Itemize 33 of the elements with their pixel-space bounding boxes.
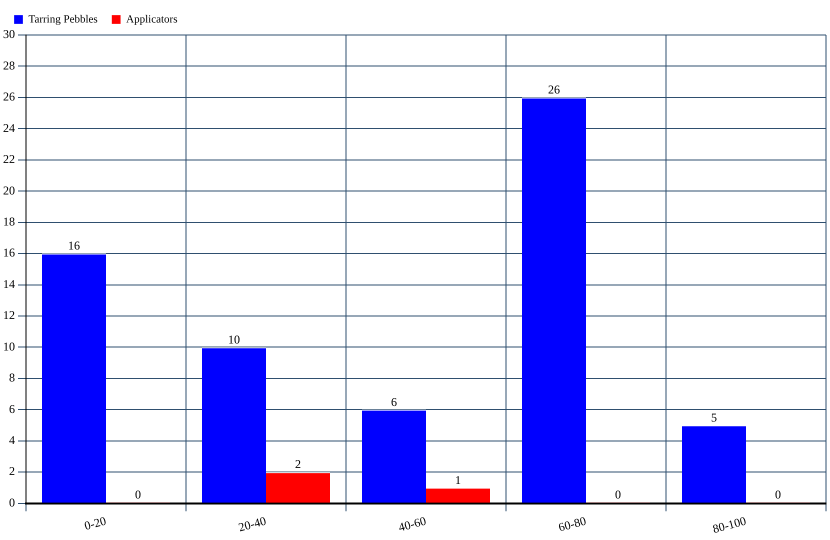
y-tick-label: 0 <box>9 495 15 510</box>
y-tick-label: 30 <box>3 27 15 42</box>
data-label: 10 <box>228 332 240 346</box>
x-tick-label: 60-80 <box>556 514 588 534</box>
data-label: 6 <box>391 394 397 409</box>
data-label: 16 <box>68 238 80 253</box>
y-tick-label: 12 <box>3 308 15 322</box>
y-tick-label: 22 <box>3 152 15 166</box>
y-tick-label: 4 <box>9 433 15 448</box>
data-label: 0 <box>775 487 781 502</box>
data-label: 0 <box>135 487 141 502</box>
y-tick-label: 18 <box>3 214 15 228</box>
legend-label: Tarring Pebbles <box>28 13 98 26</box>
data-label: 26 <box>548 82 560 97</box>
y-tick-label: 14 <box>3 276 15 291</box>
y-tick-label: 10 <box>3 339 15 354</box>
x-tick-label: 20-40 <box>236 514 268 534</box>
legend-label: Applicators <box>126 13 178 26</box>
y-tick-label: 16 <box>3 246 15 260</box>
data-label: 2 <box>295 457 301 472</box>
data-label: 0 <box>615 487 621 502</box>
y-tick-label: 8 <box>9 370 15 385</box>
y-tick-label: 20 <box>3 183 15 198</box>
x-tick-label: 80-100 <box>711 514 748 536</box>
data-label: 1 <box>455 472 461 487</box>
y-tick-label: 24 <box>3 120 15 135</box>
x-tick-label: 40-60 <box>396 514 428 534</box>
y-tick-label: 28 <box>3 58 15 72</box>
y-tick-label: 2 <box>9 464 15 478</box>
x-tick-label: 0-20 <box>82 514 108 533</box>
y-tick-label: 6 <box>9 402 15 416</box>
data-label: 5 <box>711 410 717 424</box>
y-tick-label: 26 <box>3 90 15 104</box>
